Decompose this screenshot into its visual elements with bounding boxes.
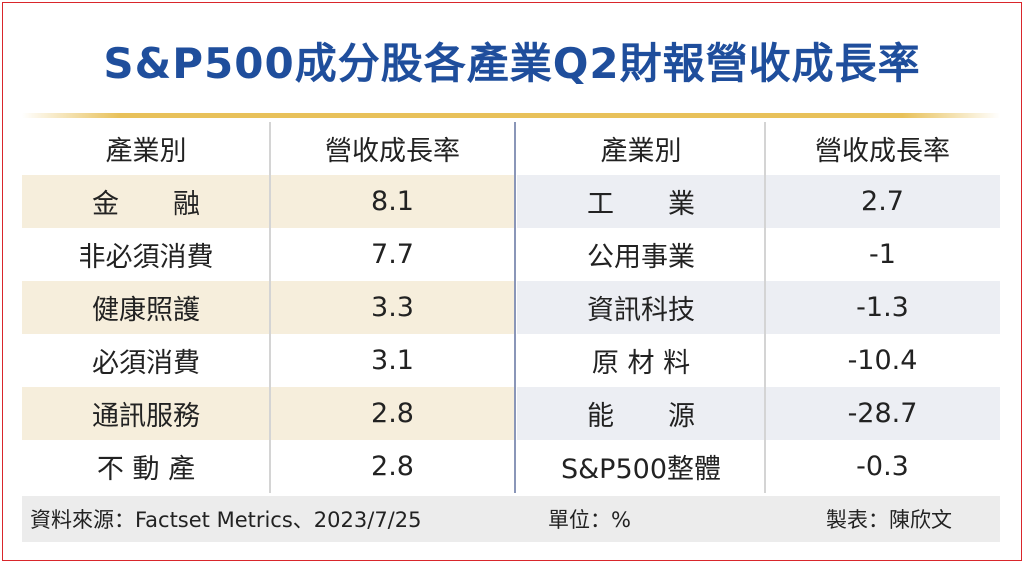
industry: 不 動 產 (96, 454, 196, 485)
growth-rate: 3.3 (371, 292, 414, 323)
industry: 能 源 (587, 401, 695, 432)
row-shade (22, 387, 515, 440)
source: 資料來源：Factset Metrics、2023/7/25 (30, 508, 422, 532)
industry: 通訊服務 (92, 401, 200, 432)
author: 製表：陳欣文 (826, 508, 952, 532)
industry: 工 業 (587, 189, 695, 220)
growth-rate: 2.8 (371, 398, 414, 429)
industry: 非必須消費 (78, 242, 214, 273)
column-divider (764, 122, 766, 493)
growth-rate: -1 (869, 239, 896, 270)
header-cell: 營收成長率 (325, 136, 460, 167)
row-shade (517, 175, 1000, 228)
column-divider (269, 122, 271, 493)
header-cell: 產業別 (105, 136, 187, 167)
row-shade (22, 281, 515, 334)
growth-rate: 3.1 (371, 345, 414, 376)
growth-rate: -0.3 (856, 451, 909, 482)
title-rule (22, 113, 1000, 118)
industry: 公用事業 (587, 242, 695, 273)
row-shade (517, 387, 1000, 440)
growth-rate: -28.7 (847, 398, 918, 429)
growth-rate: 7.7 (371, 239, 414, 270)
industry: 資訊科技 (587, 295, 695, 326)
growth-rate: 2.8 (371, 451, 414, 482)
column-divider (514, 122, 516, 493)
header-cell: 營收成長率 (815, 136, 950, 167)
industry: S&P500整體 (560, 454, 721, 485)
growth-rate: 2.7 (861, 186, 904, 217)
row-shade (517, 281, 1000, 334)
growth-rate: 8.1 (371, 186, 414, 217)
industry: 健康照護 (92, 295, 200, 326)
header-cell: 產業別 (600, 136, 682, 167)
growth-rate: -10.4 (847, 345, 918, 376)
industry: 原 材 料 (591, 348, 691, 379)
industry: 金 融 (92, 189, 200, 220)
growth-rate: -1.3 (856, 292, 909, 323)
unit: 單位：% (548, 508, 631, 532)
row-shade (22, 175, 515, 228)
footer-bar (22, 496, 1000, 542)
industry: 必須消費 (92, 348, 200, 379)
title: S&P500成分股各產業Q2財報營收成長率 (103, 39, 921, 88)
